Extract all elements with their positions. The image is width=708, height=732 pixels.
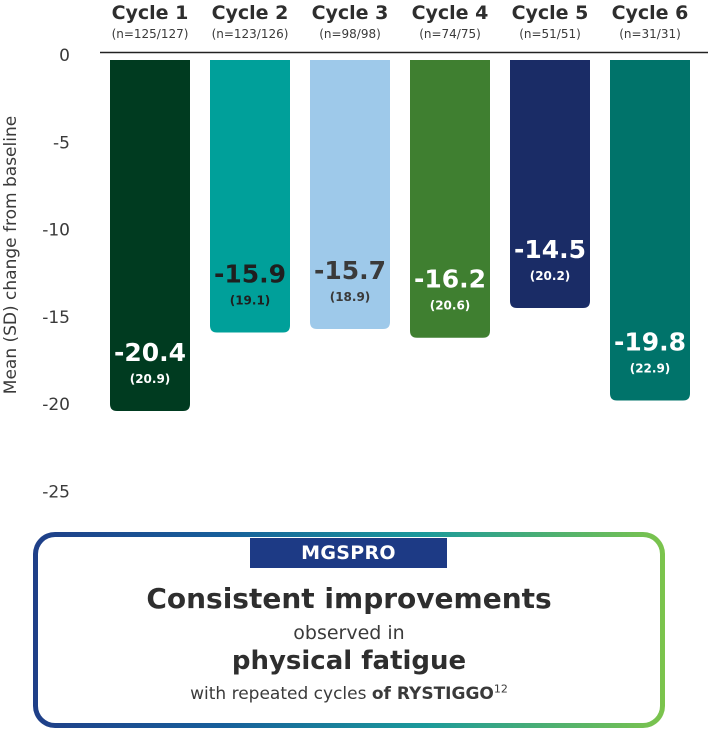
sd-label: (18.9): [330, 290, 371, 304]
category-label: Cycle 5: [512, 2, 589, 24]
y-tick-label: 0: [59, 46, 70, 66]
sd-label: (20.2): [530, 269, 571, 283]
sample-size-label: (n=125/127): [112, 27, 189, 41]
value-label: -20.4: [114, 338, 186, 367]
sample-size-label: (n=31/31): [619, 27, 681, 41]
sample-size-label: (n=98/98): [319, 27, 381, 41]
category-label: Cycle 1: [112, 2, 189, 24]
sd-label: (19.1): [230, 293, 271, 307]
y-tick-label: -15: [42, 308, 70, 328]
value-label: -14.5: [514, 235, 586, 264]
category-label: Cycle 6: [612, 2, 689, 24]
bar-chart: 0 -5 -10 -15 -20 -25 Cycle 1 (n=125/127) -20.4 (2…: [42, 2, 708, 502]
callout-line-3: physical fatigue: [231, 646, 467, 676]
bar: [410, 60, 490, 338]
bar: [110, 60, 190, 411]
y-tick-label: -10: [42, 221, 70, 241]
sample-size-label: (n=51/51): [519, 27, 581, 41]
callout-line-4-bold: of RYSTIGGO: [371, 684, 494, 704]
bar: [210, 60, 290, 333]
value-label: -19.8: [614, 328, 686, 357]
callout-line-2: observed in: [293, 622, 405, 644]
value-label: -16.2: [414, 265, 486, 294]
category-label: Cycle 3: [312, 2, 389, 24]
bar: [510, 60, 590, 309]
mgspro-badge: MGSPRO: [250, 538, 447, 568]
y-tick-label: -5: [53, 133, 70, 153]
callout-reference: 12: [493, 682, 508, 696]
y-tick-label: -20: [42, 395, 70, 415]
sd-label: (22.9): [630, 362, 671, 376]
sd-label: (20.9): [130, 372, 171, 386]
sd-label: (20.6): [430, 299, 471, 313]
category-label: Cycle 4: [412, 2, 489, 24]
value-label: -15.9: [214, 259, 286, 288]
category-label: Cycle 2: [212, 2, 289, 24]
callout-line-4: with repeated cycles of RYSTIGGO12: [33, 682, 665, 704]
callout-headline: Consistent improvements: [146, 582, 552, 615]
callout-inner: [38, 537, 660, 723]
callout-line-4-prefix: with repeated cycles: [190, 684, 372, 704]
y-axis-title: Mean (SD) change from baseline: [1, 115, 21, 395]
callout-frame: [33, 532, 665, 728]
sample-size-label: (n=123/126): [212, 27, 289, 41]
bar: [610, 60, 690, 401]
sample-size-label: (n=74/75): [419, 27, 481, 41]
value-label: -15.7: [314, 256, 386, 285]
y-tick-label: -25: [42, 482, 70, 502]
bar: [310, 60, 390, 329]
